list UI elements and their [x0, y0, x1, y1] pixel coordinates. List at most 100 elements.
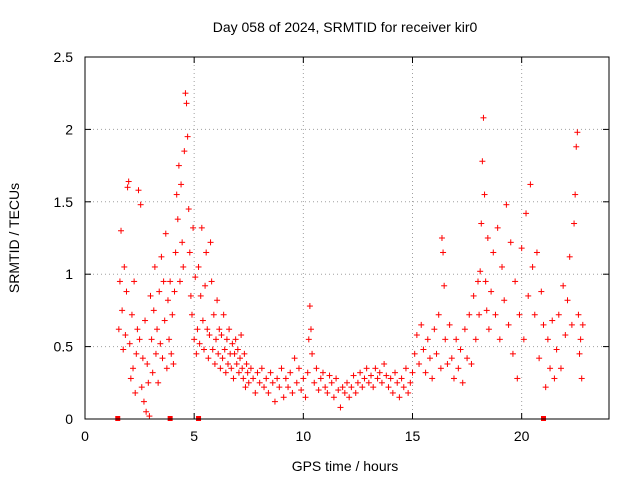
data-point [464, 355, 471, 362]
data-point [274, 375, 281, 382]
data-point [512, 278, 519, 285]
data-point [433, 350, 440, 357]
data-point [291, 355, 298, 362]
data-point [424, 336, 431, 343]
data-point [503, 201, 510, 208]
data-point [160, 278, 167, 285]
data-point [181, 148, 188, 155]
x-tick-labels: 0 5 10 15 20 [81, 428, 530, 444]
data-point [287, 369, 294, 376]
data-point [475, 278, 481, 285]
data-point [352, 389, 359, 396]
data-point [263, 375, 270, 382]
data-point [540, 321, 547, 328]
data-point [568, 321, 575, 328]
data-point [468, 360, 475, 367]
data-point [276, 384, 283, 391]
data-point [536, 355, 543, 362]
data-point [119, 307, 126, 314]
data-point [442, 336, 449, 343]
y-axis-label: SRMTID / TECUs [6, 183, 22, 293]
data-point [328, 379, 335, 386]
data-point [298, 387, 305, 394]
data-point [326, 372, 333, 379]
data-point [531, 311, 538, 318]
data-point [363, 365, 370, 372]
y-tick-label: 0 [65, 411, 73, 427]
data-point [446, 321, 453, 328]
data-point [130, 365, 137, 372]
data-point [378, 379, 385, 386]
data-point [337, 404, 344, 411]
data-point [252, 389, 259, 396]
data-point [457, 346, 464, 353]
x-tick-label: 15 [405, 428, 421, 444]
data-point [207, 239, 214, 246]
data-point [385, 384, 392, 391]
data-point [339, 384, 346, 391]
data-point [285, 384, 292, 391]
data-point [235, 369, 242, 376]
data-point [538, 288, 545, 295]
data-point [365, 379, 372, 386]
data-point [509, 350, 516, 357]
x-axis-label: GPS time / hours [292, 458, 399, 474]
data-point [387, 375, 394, 382]
x-tick-label: 0 [81, 428, 89, 444]
data-point [472, 336, 479, 343]
data-point [133, 350, 140, 357]
data-point [191, 336, 198, 343]
data-point [155, 379, 162, 386]
data-point [254, 369, 261, 376]
data-point [125, 178, 132, 185]
data-point [313, 365, 320, 372]
data-point [162, 230, 169, 237]
data-point [453, 336, 460, 343]
data-point [560, 282, 567, 289]
data-point [169, 311, 176, 318]
y-tick-label: 0.5 [54, 339, 74, 355]
data-point [149, 369, 156, 376]
data-point [115, 326, 122, 333]
data-point [240, 375, 247, 382]
data-point [562, 332, 569, 339]
data-point [145, 379, 152, 386]
data-point [196, 340, 203, 347]
data-point [476, 311, 483, 318]
data-point [368, 372, 375, 379]
data-point [484, 235, 491, 241]
data-point [392, 369, 399, 376]
data-point [176, 278, 183, 285]
data-point [324, 389, 331, 396]
data-point [127, 375, 134, 382]
data-point [523, 210, 530, 217]
data-point [459, 379, 466, 386]
data-point [199, 317, 206, 324]
data-point [499, 263, 506, 270]
data-point [429, 375, 436, 382]
data-point [461, 326, 468, 333]
data-point [330, 394, 337, 401]
x-tick-label: 20 [514, 428, 530, 444]
data-point [217, 365, 224, 372]
data-point [222, 369, 229, 376]
data-point [168, 350, 175, 357]
data-point [302, 394, 309, 401]
data-point [123, 288, 130, 295]
data-point [187, 292, 194, 299]
data-point [574, 129, 581, 136]
data-point [170, 360, 177, 367]
data-point [121, 263, 128, 270]
data-point [398, 375, 405, 382]
data-point [402, 365, 409, 372]
data-point [413, 332, 420, 339]
data-point [190, 224, 197, 231]
data-point [555, 311, 562, 318]
data-point [188, 311, 195, 318]
data-point [131, 278, 138, 285]
data-point [243, 360, 250, 367]
data-point [132, 389, 139, 396]
data-point [333, 375, 340, 382]
data-point [142, 317, 149, 324]
